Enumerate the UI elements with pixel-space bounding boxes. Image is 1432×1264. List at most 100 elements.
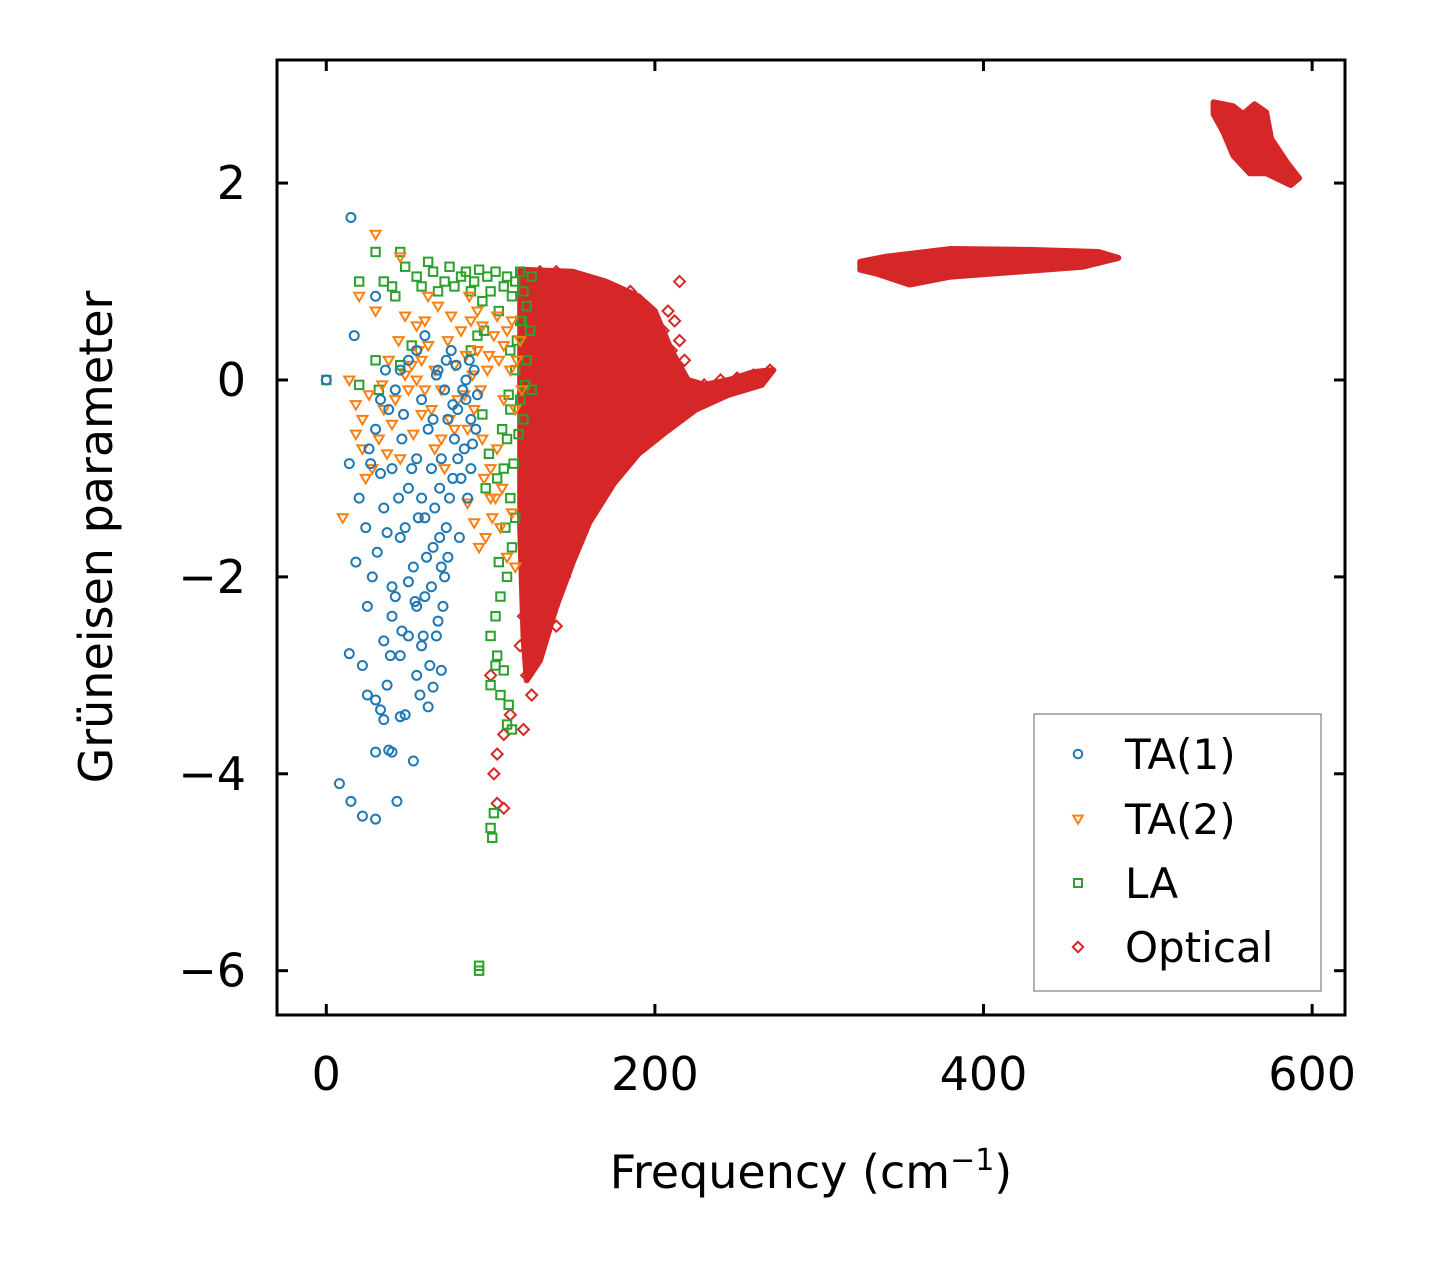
y-tick-label: −2 (178, 550, 246, 604)
data-point (496, 424, 508, 435)
data-point (485, 822, 496, 834)
data-point (391, 336, 406, 348)
data-point (460, 424, 475, 437)
legend-item: TA(2) (1071, 795, 1236, 844)
data-point (394, 532, 406, 543)
data-point (549, 619, 564, 634)
data-point (447, 472, 459, 484)
data-point (434, 434, 449, 447)
data-point (672, 333, 687, 348)
data-point (513, 638, 528, 653)
data-point (513, 336, 527, 348)
legend: TA(1) TA(2) LA Optical (1033, 713, 1322, 992)
y-tick-label: −4 (178, 747, 246, 801)
data-point (485, 513, 499, 525)
data-point (363, 443, 375, 455)
data-point (493, 523, 508, 535)
data-point (345, 212, 357, 224)
y-tick-label: 2 (217, 156, 246, 210)
data-point (483, 493, 498, 506)
data-point (677, 353, 692, 368)
data-point (485, 286, 496, 297)
data-point (435, 453, 447, 465)
data-point (406, 429, 421, 442)
data-point (491, 473, 503, 484)
data-point (667, 313, 682, 328)
data-point (557, 569, 572, 584)
data-point (490, 266, 501, 277)
data-point (506, 724, 518, 735)
data-point (393, 252, 407, 264)
data-point (487, 331, 501, 343)
data-point (345, 795, 357, 807)
data-point (440, 354, 452, 366)
data-point (427, 681, 439, 693)
data-point (532, 550, 547, 565)
data-point (680, 382, 695, 397)
data-point (411, 271, 422, 282)
data-point (439, 276, 450, 287)
data-point (664, 343, 679, 358)
data-point (355, 414, 370, 427)
data-point (353, 276, 365, 287)
data-point (360, 522, 372, 534)
data-point (490, 444, 504, 456)
legend-label: TA(1) (1124, 730, 1236, 779)
data-point (422, 701, 434, 713)
y-axis-label: Grüneisen parameter (69, 290, 123, 783)
data-point (440, 522, 452, 534)
data-point (375, 704, 387, 716)
data-point (406, 463, 418, 475)
data-point (372, 434, 386, 447)
data-point (361, 689, 373, 701)
data-point (394, 364, 406, 376)
data-point (647, 313, 662, 328)
data-point (358, 473, 373, 486)
data-point (447, 399, 459, 411)
data-point (746, 368, 761, 382)
data-point (465, 370, 480, 383)
data-point (505, 492, 516, 504)
data-point (488, 807, 500, 819)
data-point (419, 591, 431, 603)
data-point (398, 408, 410, 420)
data-point (532, 264, 547, 279)
data-point (396, 625, 408, 637)
data-point (508, 458, 519, 469)
data-point (371, 546, 383, 558)
data-point (506, 542, 518, 553)
data-point (493, 305, 505, 317)
data-point (480, 365, 495, 378)
legend-label: TA(2) (1124, 795, 1236, 844)
data-point (386, 610, 398, 622)
data-point (356, 810, 368, 822)
data-point (661, 304, 675, 318)
data-point (418, 385, 432, 397)
data-point (421, 291, 435, 304)
data-point (487, 832, 498, 843)
data-point (320, 374, 332, 386)
data-point (375, 380, 389, 392)
data-point (348, 330, 360, 342)
data-point (503, 365, 518, 378)
data-point (465, 286, 477, 297)
data-point (414, 689, 426, 701)
data-point (416, 492, 428, 504)
data-point (430, 630, 442, 642)
data-point (462, 492, 474, 504)
data-point (395, 246, 406, 258)
data-point (375, 468, 387, 480)
dense-point-region (857, 246, 1122, 288)
x-tick-label: 0 (312, 1047, 341, 1101)
data-point (435, 664, 447, 676)
data-point (386, 746, 398, 758)
tick-layer (277, 60, 1345, 1015)
data-point (473, 264, 485, 275)
data-point (524, 491, 539, 506)
data-point (510, 276, 521, 287)
data-point (490, 611, 501, 622)
data-point (513, 428, 524, 440)
data-point (444, 311, 458, 323)
data-point (409, 595, 421, 607)
data-point (460, 374, 472, 386)
